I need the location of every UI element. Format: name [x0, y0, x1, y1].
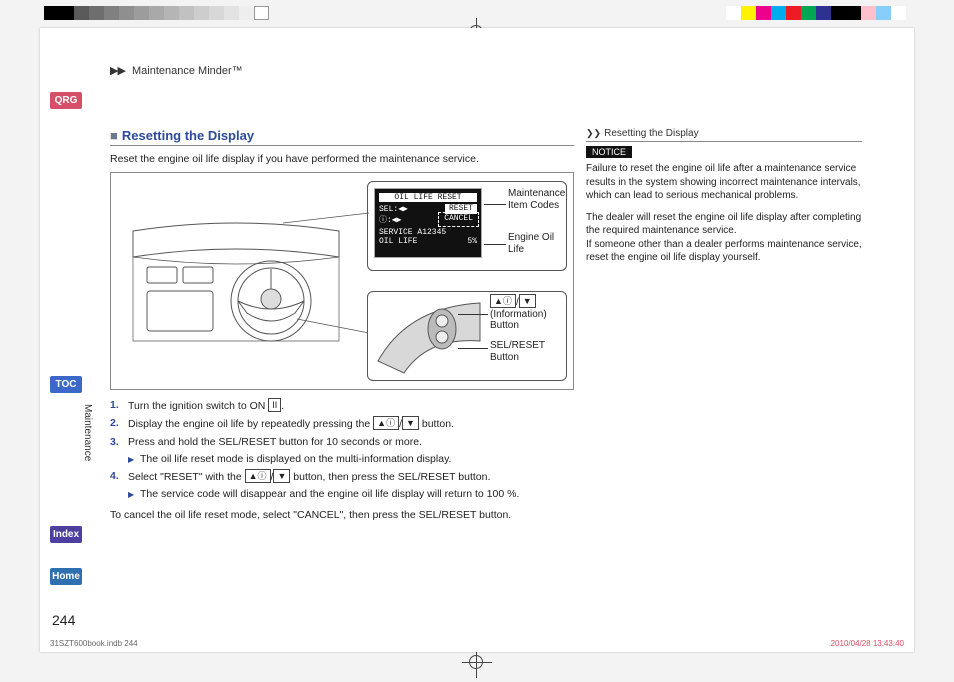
- step-4-text-b: button, then press the SEL/RESET button.: [290, 471, 490, 483]
- ignition-key-ii: II: [268, 398, 281, 412]
- info-button-key: ▲ⓘ: [245, 469, 271, 483]
- page-header: ▶▶ Maintenance Minder™: [110, 64, 243, 77]
- side-p2: The dealer will reset the engine oil lif…: [586, 211, 862, 265]
- spoke-buttons-illustration: [374, 297, 484, 377]
- side-rule: [586, 141, 862, 142]
- header-arrows: ▶▶: [110, 65, 125, 77]
- section-bullet: ■: [110, 128, 118, 143]
- lcd-cancel: CANCEL: [440, 214, 477, 225]
- lcd-info-label: ⓘ:◀▶: [379, 214, 401, 225]
- lead-line: [484, 204, 506, 205]
- label-maintenance-codes: Maintenance Item Codes: [508, 188, 564, 211]
- label-selreset-button: SEL/RESET Button: [490, 340, 564, 363]
- step-2-text-a: Display the engine oil life by repeatedl…: [128, 418, 373, 430]
- lcd-reset: RESET: [445, 204, 477, 214]
- step-4-text-a: Select "RESET" with the: [128, 471, 245, 483]
- header-text: Maintenance Minder™: [132, 65, 243, 77]
- info-button-key: ▲ⓘ: [373, 416, 399, 430]
- lead-line: [484, 244, 506, 245]
- section-vertical-label: Maintenance: [82, 404, 93, 461]
- imprint-right: 2010/04/28 13:43:40: [831, 639, 904, 648]
- nav-index[interactable]: Index: [50, 526, 82, 543]
- lcd-oil-life-label: OIL LIFE: [379, 237, 417, 246]
- section-title: ■ Resetting the Display: [110, 128, 574, 143]
- section-title-text: Resetting the Display: [122, 128, 254, 143]
- step-4-sub: The service code will disappear and the …: [110, 487, 574, 502]
- page-number: 244: [52, 612, 75, 628]
- label-info-button: ▲ⓘ/▼ (Information) Button: [490, 294, 564, 332]
- side-subhead-glyph: ❯❯: [586, 128, 601, 138]
- procedure-steps: 1. Turn the ignition switch to ON II. 2.…: [110, 398, 574, 523]
- lead-line: [458, 314, 488, 315]
- step-1: 1. Turn the ignition switch to ON II.: [110, 398, 574, 414]
- nav-home[interactable]: Home: [50, 568, 82, 585]
- side-column: ❯❯Resetting the Display NOTICE Failure t…: [586, 128, 862, 273]
- main-column: ■ Resetting the Display Reset the engine …: [110, 128, 574, 523]
- step-1-text-a: Turn the ignition switch to ON: [128, 400, 268, 412]
- nav-toc[interactable]: TOC: [50, 376, 82, 393]
- label-info-button-text: (Information) Button: [490, 309, 547, 332]
- callout-buttons: ▲ⓘ/▼ (Information) Button SEL/RESET Butt…: [367, 291, 567, 381]
- step-4: 4. Select "RESET" with the ▲ⓘ/▼ button, …: [110, 469, 574, 485]
- side-subhead: ❯❯Resetting the Display: [586, 128, 862, 139]
- step-4-sub-text: The service code will disappear and the …: [140, 488, 519, 500]
- step-3: 3. Press and hold the SEL/RESET button f…: [110, 435, 574, 450]
- print-gray-strip: [44, 6, 269, 20]
- label-engine-oil-life: Engine Oil Life: [508, 232, 564, 255]
- dashboard-illustration: [131, 221, 341, 351]
- page-sheet: ▶▶ Maintenance Minder™ QRG TOC Index Hom…: [40, 28, 914, 652]
- lead-line: [458, 348, 488, 349]
- info-button-key-down: ▼: [273, 469, 290, 483]
- imprint-left: 31SZT600book.indb 244: [50, 639, 138, 648]
- section-rule: [110, 145, 574, 146]
- step-3-text: Press and hold the SEL/RESET button for …: [128, 436, 422, 448]
- section-intro: Reset the engine oil life display if you…: [110, 152, 574, 166]
- info-button-glyph-down: ▼: [519, 294, 536, 308]
- callout-lcd: OIL LIFE RESET SEL:◀▶ RESET ⓘ:◀▶ CANCEL …: [367, 181, 567, 271]
- info-button-key-down: ▼: [402, 416, 419, 430]
- cancel-note: To cancel the oil life reset mode, selec…: [110, 508, 574, 523]
- lcd-oil-life-pct: 5%: [467, 237, 477, 246]
- registration-mark-bottom: [462, 648, 492, 678]
- step-3-sub: The oil life reset mode is displayed on …: [110, 452, 574, 467]
- lcd-screen: OIL LIFE RESET SEL:◀▶ RESET ⓘ:◀▶ CANCEL …: [374, 188, 482, 258]
- side-subhead-text: Resetting the Display: [604, 128, 699, 139]
- lcd-title: OIL LIFE RESET: [379, 193, 477, 202]
- step-3-sub-text: The oil life reset mode is displayed on …: [140, 453, 451, 465]
- figure-box: OIL LIFE RESET SEL:◀▶ RESET ⓘ:◀▶ CANCEL …: [110, 172, 574, 390]
- lcd-sel-label: SEL:◀▶: [379, 204, 408, 214]
- info-button-glyph: ▲ⓘ: [490, 294, 516, 308]
- step-2: 2. Display the engine oil life by repeat…: [110, 416, 574, 432]
- side-p1: Failure to reset the engine oil life aft…: [586, 162, 862, 203]
- lcd-service: SERVICE A12345: [379, 228, 446, 237]
- step-1-text-b: .: [281, 400, 284, 412]
- notice-badge: NOTICE: [586, 146, 632, 158]
- step-2-text-b: button.: [419, 418, 454, 430]
- nav-qrg[interactable]: QRG: [50, 92, 82, 109]
- print-color-strip: [726, 6, 906, 20]
